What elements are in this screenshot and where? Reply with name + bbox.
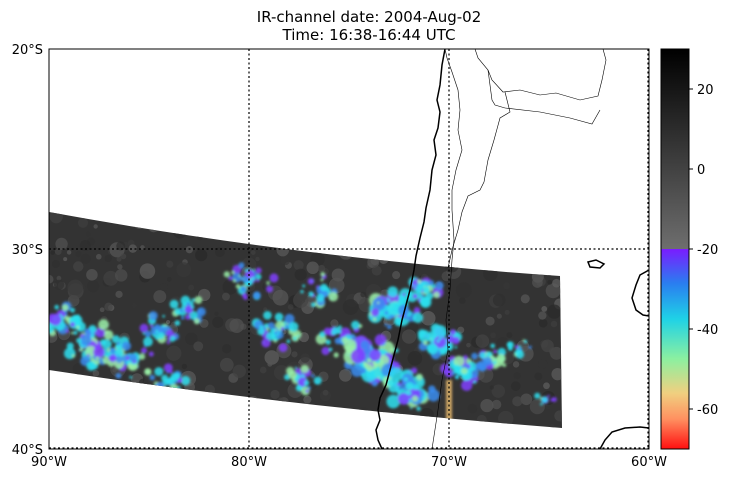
colorbar-tick-label: -60 [697,403,718,418]
lat-tick-label: 40°S [12,443,43,458]
map-gridlines [49,49,649,449]
lat-tick-label: 30°S [12,243,43,258]
lon-tick-label: 80°W [231,455,267,470]
lon-tick-label: 90°W [31,455,67,470]
map-frame [48,48,650,450]
country-borders [431,49,607,449]
colorbar-tick-label: -20 [697,243,718,258]
coastline [375,49,649,449]
colorbar: 20 0 -20 -40 -60 [660,48,718,450]
colorbar-ticks: 20 0 -20 -40 -60 [689,83,718,418]
latitude-tick-labels: 20°S 30°S 40°S [12,43,43,458]
lon-tick-label: 60°W [631,455,667,470]
colorbar-tick-label: 0 [697,163,705,178]
lat-tick-label: 20°S [12,43,43,58]
colorbar-tick-label: 20 [697,83,714,98]
map-title-line-2: Time: 16:38-16:44 UTC [282,26,456,44]
longitude-tick-labels: 90°W 80°W 70°W 60°W [31,455,667,470]
colorbar-rainbow-segment [661,249,689,449]
lon-tick-label: 70°W [431,455,467,470]
colorbar-gray-segment [661,49,689,249]
map-title-line-1: IR-channel date: 2004-Aug-02 [256,8,482,26]
colorbar-tick-label: -40 [697,323,718,338]
